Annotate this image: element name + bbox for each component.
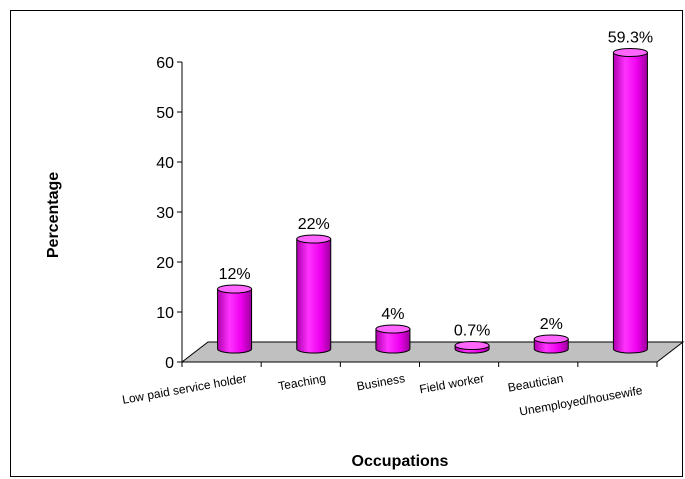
bar-body xyxy=(217,288,253,354)
bar-body xyxy=(296,238,332,354)
data-label: 12% xyxy=(219,266,251,283)
chart-floor xyxy=(180,341,685,363)
y-tick-label: 20 xyxy=(156,255,174,272)
y-tick-label: 50 xyxy=(156,105,174,122)
category-label: Business xyxy=(356,371,406,393)
y-tick-label: 40 xyxy=(156,155,174,172)
bar xyxy=(612,48,648,354)
y-tick-label: 10 xyxy=(156,305,174,322)
bar-top xyxy=(217,284,253,294)
category-label: Teaching xyxy=(277,371,327,393)
bar-body xyxy=(612,52,648,354)
bar-top xyxy=(296,234,332,244)
bar xyxy=(533,334,569,354)
y-tick-label: 30 xyxy=(156,205,174,222)
chart-frame xyxy=(10,10,683,477)
bar xyxy=(375,324,411,354)
y-tick-label: 60 xyxy=(156,55,174,72)
bar xyxy=(296,234,332,354)
y-tick-label: 0 xyxy=(165,355,174,372)
bar xyxy=(217,284,253,354)
bar xyxy=(454,341,490,354)
category-label: Low paid service holder xyxy=(121,371,248,407)
data-label: 4% xyxy=(381,306,404,323)
data-label: 0.7% xyxy=(454,323,490,340)
category-label: Field worker xyxy=(418,371,485,396)
x-axis-title: Occupations xyxy=(352,453,449,470)
y-axis-title: Percentage xyxy=(45,172,62,258)
category-label: Beautician xyxy=(507,371,565,395)
bar-top xyxy=(454,341,490,350)
bar-top xyxy=(533,334,569,344)
data-label: 22% xyxy=(298,216,330,233)
bar-top xyxy=(612,48,648,57)
bar-top xyxy=(375,324,411,334)
data-label: 2% xyxy=(540,316,563,333)
bar-body xyxy=(375,328,411,354)
data-label: 59.3% xyxy=(608,30,653,47)
